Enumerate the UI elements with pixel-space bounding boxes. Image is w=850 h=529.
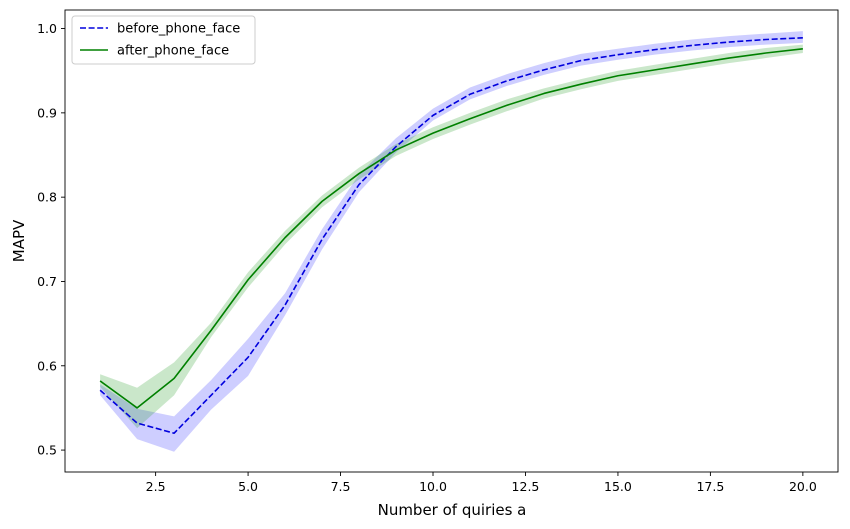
x-tick-label: 12.5 bbox=[512, 479, 540, 494]
x-tick-label: 5.0 bbox=[238, 479, 258, 494]
y-tick-label: 0.5 bbox=[37, 443, 57, 458]
series-line-2 bbox=[99, 47, 803, 409]
y-tick-label: 0.8 bbox=[37, 190, 57, 205]
plot-background bbox=[65, 10, 838, 472]
legend: before_phone_face after_phone_face bbox=[71, 15, 256, 65]
x-tick-label: 7.5 bbox=[331, 479, 351, 494]
x-axis-title: Number of quiries a bbox=[378, 501, 527, 519]
confidence-band-2 bbox=[100, 44, 803, 429]
y-tick-label: 1.0 bbox=[37, 21, 57, 36]
x-tick-label: 17.5 bbox=[696, 479, 724, 494]
x-tick-label: 2.5 bbox=[146, 479, 166, 494]
x-tick-label: 15.0 bbox=[604, 479, 632, 494]
y-tick-label: 0.7 bbox=[37, 274, 57, 289]
y-tick-label: 0.9 bbox=[37, 105, 57, 120]
y-tick-label: 0.6 bbox=[37, 358, 57, 373]
plot-area bbox=[65, 10, 838, 472]
axes: 2.5 5.0 7.5 10.0 12.5 15.0 17.5 20.0 0.5 0.6 0.7 0.… bbox=[37, 9, 839, 494]
x-tick-label: 20.0 bbox=[789, 479, 817, 494]
legend-box bbox=[71, 15, 256, 65]
series-line-1 bbox=[99, 37, 803, 435]
legend-label-1: before_phone_face bbox=[117, 22, 240, 37]
x-tick-label: 10.0 bbox=[419, 479, 447, 494]
axes-frame bbox=[64, 9, 839, 473]
legend-label-2: after_phone_face bbox=[117, 44, 229, 59]
y-axis-title: MAPV bbox=[10, 219, 28, 262]
